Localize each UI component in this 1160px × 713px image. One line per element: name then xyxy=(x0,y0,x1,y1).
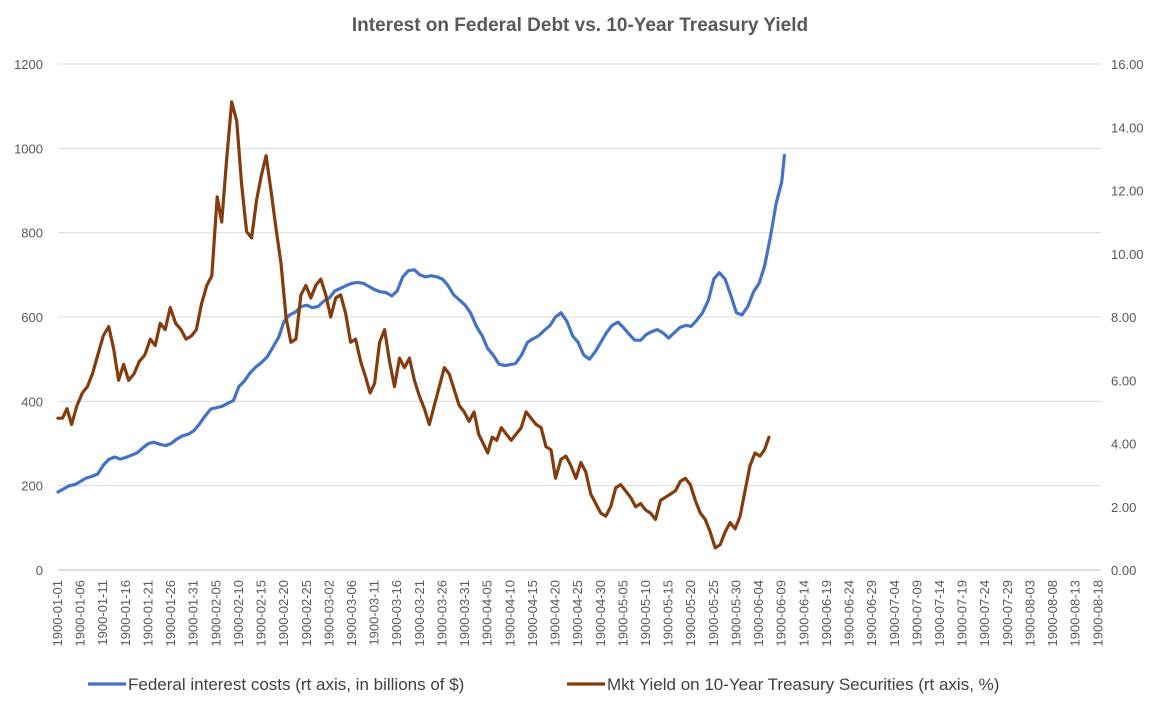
x-tick-label: 1900-05-25 xyxy=(706,580,721,647)
right-tick-label: 12.00 xyxy=(1111,184,1144,199)
x-tick-label: 1900-02-05 xyxy=(208,580,223,647)
x-tick-label: 1900-03-26 xyxy=(434,580,449,647)
x-tick-label: 1900-02-15 xyxy=(254,580,269,647)
x-tick-label: 1900-01-06 xyxy=(73,580,88,647)
left-tick-label: 400 xyxy=(21,394,43,409)
x-tick-label: 1900-01-16 xyxy=(118,580,133,647)
left-tick-label: 200 xyxy=(21,479,43,494)
x-tick-label: 1900-03-11 xyxy=(367,580,382,646)
x-axis: 1900-01-01 1900-01-06 1900-01-11 1900-01-16… xyxy=(50,580,1105,647)
x-tick-label: 1900-01-26 xyxy=(163,580,178,647)
x-tick-label: 1900-08-18 xyxy=(1090,580,1105,647)
x-tick-label: 1900-05-10 xyxy=(638,580,653,647)
x-tick-label: 1900-07-19 xyxy=(955,580,970,647)
right-tick-label: 16.00 xyxy=(1111,57,1144,72)
x-tick-label: 1900-01-11 xyxy=(95,580,110,646)
x-tick-label: 1900-01-21 xyxy=(140,580,155,647)
x-tick-label: 1900-04-30 xyxy=(593,580,608,647)
left-tick-label: 1200 xyxy=(14,57,43,72)
x-tick-label: 1900-06-29 xyxy=(864,580,879,647)
x-tick-label: 1900-05-05 xyxy=(615,580,630,647)
right-tick-label: 8.00 xyxy=(1111,310,1136,325)
x-tick-label: 1900-01-01 xyxy=(50,580,65,647)
left-tick-label: 1000 xyxy=(14,141,43,156)
treasury-yield-line xyxy=(56,100,771,550)
left-tick-label: 0 xyxy=(36,563,43,578)
x-tick-label: 1900-06-04 xyxy=(751,580,766,647)
legend-item[interactable]: Mkt Yield on 10-Year Treasury Securities… xyxy=(567,675,999,694)
x-tick-label: 1900-03-31 xyxy=(457,580,472,647)
x-tick-label: 1900-05-15 xyxy=(661,580,676,647)
right-tick-label: 2.00 xyxy=(1111,500,1136,515)
x-tick-label: 1900-03-21 xyxy=(412,580,427,647)
x-tick-label: 1900-02-10 xyxy=(231,580,246,647)
chart-title: Interest on Federal Debt vs. 10-Year Tre… xyxy=(351,15,809,36)
x-tick-label: 1900-06-14 xyxy=(796,580,811,647)
x-tick-label: 1900-07-09 xyxy=(909,580,924,647)
x-tick-label: 1900-04-15 xyxy=(525,580,540,647)
x-tick-label: 1900-08-03 xyxy=(1022,580,1037,647)
right-tick-label: 14.00 xyxy=(1111,120,1144,135)
x-tick-label: 1900-07-24 xyxy=(977,580,992,647)
right-tick-label: 4.00 xyxy=(1111,437,1136,452)
legend-item[interactable]: Federal interest costs (rt axis, in bill… xyxy=(88,675,464,694)
x-tick-label: 1900-05-20 xyxy=(683,580,698,647)
legend-label: Mkt Yield on 10-Year Treasury Securities… xyxy=(607,675,999,694)
x-tick-label: 1900-08-08 xyxy=(1045,580,1060,647)
right-axis: 0.00 2.00 4.00 6.00 8.00 10.00 12.00 14.00 16.00 xyxy=(1111,57,1144,578)
left-axis: 0 200 400 600 800 1000 1200 xyxy=(14,57,43,578)
gridlines xyxy=(58,63,1101,571)
x-tick-label: 1900-07-04 xyxy=(887,580,902,647)
x-tick-label: 1900-03-02 xyxy=(321,580,336,647)
left-tick-label: 800 xyxy=(21,226,43,241)
legend-label: Federal interest costs (rt axis, in bill… xyxy=(128,675,464,694)
x-tick-label: 1900-06-19 xyxy=(819,580,834,647)
right-tick-label: 10.00 xyxy=(1111,247,1144,262)
x-tick-label: 1900-08-13 xyxy=(1068,580,1083,647)
federal-interest-line xyxy=(56,153,786,494)
x-tick-label: 1900-05-30 xyxy=(728,580,743,647)
x-tick-label: 1900-02-20 xyxy=(276,580,291,647)
x-tick-label: 1900-04-10 xyxy=(502,580,517,647)
x-tick-label: 1900-07-14 xyxy=(932,580,947,647)
legend[interactable]: Federal interest costs (rt axis, in bill… xyxy=(88,675,999,694)
right-tick-label: 0.00 xyxy=(1111,563,1136,578)
x-tick-label: 1900-06-24 xyxy=(842,580,857,647)
x-tick-label: 1900-07-29 xyxy=(1000,580,1015,647)
x-tick-label: 1900-04-20 xyxy=(548,580,563,647)
x-tick-label: 1900-06-09 xyxy=(774,580,789,647)
x-tick-label: 1900-04-05 xyxy=(480,580,495,647)
right-tick-label: 6.00 xyxy=(1111,373,1136,388)
x-tick-label: 1900-02-25 xyxy=(299,580,314,647)
series-layer xyxy=(56,100,786,550)
left-tick-label: 600 xyxy=(21,310,43,325)
x-tick-label: 1900-03-06 xyxy=(344,580,359,647)
x-tick-label: 1900-04-25 xyxy=(570,580,585,647)
x-tick-label: 1900-01-31 xyxy=(186,580,201,647)
x-tick-label: 1900-03-16 xyxy=(389,580,404,647)
